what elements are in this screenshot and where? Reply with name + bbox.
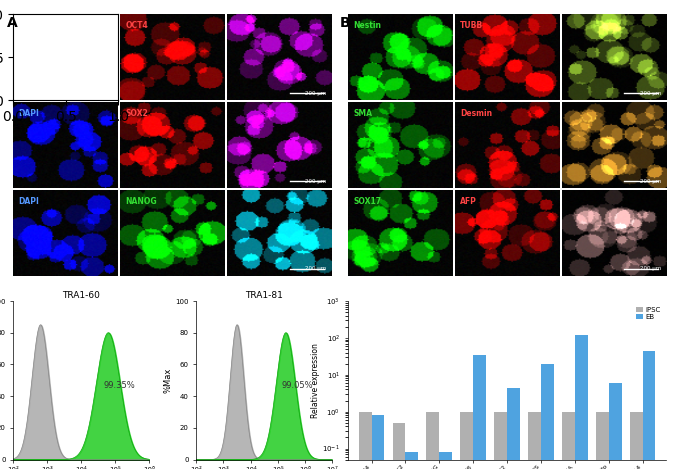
Text: 99.05%: 99.05% [282,381,314,390]
Bar [608,383,622,469]
Bar [494,412,507,469]
Y-axis label: Relative expression: Relative expression [311,343,320,418]
Text: Nestin: Nestin [353,21,381,30]
Text: DAPI: DAPI [19,109,40,118]
Text: 200 μm: 200 μm [306,91,326,96]
Bar [575,335,588,469]
Text: NANOG: NANOG [126,197,157,205]
Text: TUBB: TUBB [460,21,483,30]
Bar [541,363,554,469]
Text: 200 μm: 200 μm [640,91,661,96]
Text: 200 μm: 200 μm [306,266,326,272]
Title: TRA1-60: TRA1-60 [63,291,100,300]
Text: 200 μm: 200 μm [640,266,661,272]
Legend: iPSC, EB: iPSC, EB [635,304,663,322]
Text: OCT4: OCT4 [126,21,148,30]
Text: DAPI: DAPI [19,21,40,30]
Y-axis label: %Max: %Max [164,368,172,393]
Bar [405,452,419,469]
Bar [528,412,541,469]
Text: 200 μm: 200 μm [306,179,326,184]
Text: SMA: SMA [353,109,372,118]
Bar [371,415,384,469]
Text: 200 μm: 200 μm [640,179,661,184]
Bar [392,423,405,469]
Text: 99.35%: 99.35% [103,381,135,390]
Text: A: A [7,16,17,30]
Text: AFP: AFP [460,197,476,205]
Bar [507,387,520,469]
Title: TRA1-81: TRA1-81 [245,291,283,300]
Bar [643,351,656,469]
Bar [359,412,371,469]
Text: SOX17: SOX17 [353,197,381,205]
Bar [596,412,608,469]
Bar [473,355,486,469]
Text: SOX2: SOX2 [126,109,148,118]
Bar [427,412,439,469]
Text: Desmin: Desmin [460,109,492,118]
Bar [630,412,643,469]
Bar [562,412,575,469]
Bar [439,452,452,469]
Text: DAPI: DAPI [19,197,40,205]
Bar [460,412,473,469]
Text: B: B [340,16,351,30]
